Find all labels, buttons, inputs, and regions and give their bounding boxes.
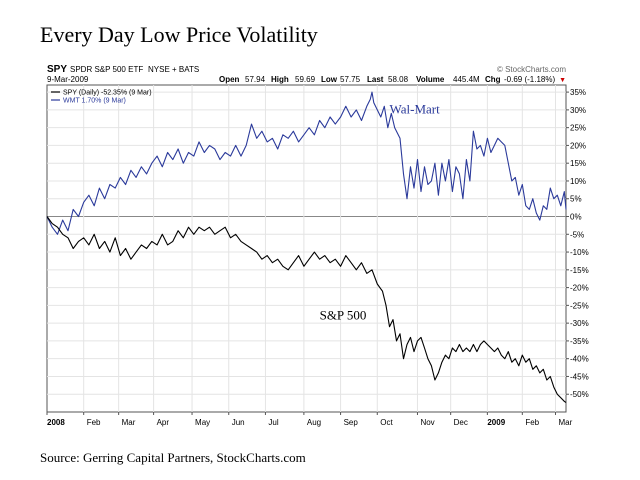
x-tick-label: Sep — [344, 418, 359, 427]
x-tick-label: Jun — [232, 418, 245, 427]
exchange: NYSE + BATS — [148, 65, 199, 74]
open-value: 57.94 — [245, 75, 266, 84]
y-tick-label: -5% — [570, 230, 584, 239]
low-label: Low — [321, 75, 338, 84]
security-name: SPDR S&P 500 ETF — [70, 65, 143, 74]
gridlines — [47, 85, 566, 412]
y-tick-label: -45% — [570, 372, 589, 381]
series-line-wmt — [46, 91, 567, 235]
x-tick-label: Dec — [454, 418, 468, 427]
legend-label: SPY (Daily) -52.35% (9 Mar) — [63, 90, 152, 97]
series-lines — [46, 91, 567, 404]
y-tick-label: -35% — [570, 337, 589, 346]
open-label: Open — [219, 75, 240, 84]
page-title: Every Day Low Price Volatility — [40, 22, 318, 47]
chart-header: SPY SPDR S&P 500 ETF NYSE + BATS © Stock… — [47, 64, 566, 84]
last-label: Last — [367, 75, 384, 84]
y-tick-label: 15% — [570, 159, 586, 168]
plot-frame — [46, 84, 567, 413]
y-tick-label: -30% — [570, 319, 589, 328]
y-tick-label: -25% — [570, 301, 589, 310]
y-tick-label: -20% — [570, 284, 589, 293]
y-tick-label: -10% — [570, 248, 589, 257]
annotations: Wal-Mart S&P 500 — [320, 101, 440, 322]
quote-date: 9-Mar-2009 — [47, 75, 89, 84]
y-tick-label: 25% — [570, 124, 586, 133]
volume-label: Volume — [416, 75, 445, 84]
legend: SPY (Daily) -52.35% (9 Mar)WMT 1.70% (9 … — [51, 90, 152, 105]
y-tick-label: 35% — [570, 88, 586, 97]
down-arrow-icon: ▼ — [559, 77, 566, 84]
annotation-label: S&P 500 — [320, 308, 367, 323]
y-tick-label: -15% — [570, 266, 589, 275]
symbol: SPY — [47, 64, 67, 75]
y-tick-label: 0% — [570, 213, 582, 222]
x-tick-label: Apr — [157, 418, 170, 427]
x-tick-label: Nov — [420, 418, 434, 427]
high-value: 59.69 — [295, 75, 316, 84]
volume-value: 445.4M — [453, 75, 480, 84]
x-tick-label: Feb — [525, 418, 539, 427]
x-tick-label: 2008 — [47, 418, 65, 427]
y-axis: 35% 30% 25% 20% 15% 10% 5% 0% -5% -10% -15% -20% -25… — [566, 88, 589, 399]
annotation-label: Wal-Mart — [390, 101, 441, 116]
source-note: Source: Gerring Capital Partners, StockC… — [40, 450, 306, 465]
x-tick-label: Feb — [87, 418, 101, 427]
y-tick-label: 5% — [570, 195, 582, 204]
watermark: © StockCharts.com — [497, 65, 566, 74]
x-tick-label: May — [195, 418, 210, 427]
y-tick-label: 30% — [570, 106, 586, 115]
y-tick-label: 10% — [570, 177, 586, 186]
high-label: High — [271, 75, 289, 84]
x-axis: 2008 Feb Mar Apr May Jun Jul Aug Sep Oct Nov Dec 200… — [46, 412, 573, 427]
chg-label: Chg — [485, 75, 501, 84]
y-tick-label: -50% — [570, 390, 589, 399]
series-line-spy — [46, 216, 567, 404]
y-tick-label: -40% — [570, 355, 589, 364]
x-tick-label: 2009 — [487, 418, 505, 427]
x-tick-label: Oct — [380, 418, 393, 427]
x-tick-label: Aug — [307, 418, 321, 427]
y-tick-label: 20% — [570, 141, 586, 150]
low-value: 57.75 — [340, 75, 361, 84]
x-tick-label: Mar — [122, 418, 136, 427]
chg-value: -0.69 (-1.18%) — [504, 75, 555, 84]
x-tick-label: Jul — [268, 418, 278, 427]
last-value: 58.08 — [388, 75, 409, 84]
x-tick-label: Mar — [559, 418, 573, 427]
legend-label: WMT 1.70% (9 Mar) — [63, 98, 126, 105]
